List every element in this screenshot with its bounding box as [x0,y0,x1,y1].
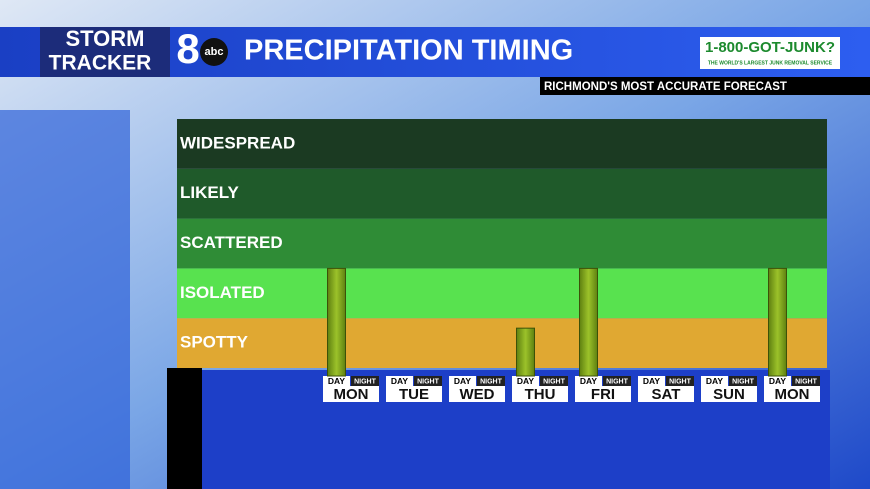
day-tag-bg [764,376,791,386]
night-tag-bg [666,376,694,386]
legend-label: DAY [517,376,534,386]
slogan-bar [540,77,870,95]
day-tag-bg [575,376,602,386]
brand: TRACKER [49,52,152,75]
level-label: WIDESPREAD [180,133,295,152]
legend-label: NIGHT [543,378,566,385]
level-band [177,268,827,319]
channel: 8 [176,25,199,72]
day-name-bg [386,386,442,402]
network: abc [205,46,224,58]
legend-label: NIGHT [480,378,503,385]
day-name-bg [512,386,568,402]
chart-title: PRECIPITATION TIMING [244,35,573,67]
network-logo [200,38,228,66]
night-tag-bg [792,376,820,386]
day-tag-bg [512,376,539,386]
day-tag-bg [449,376,476,386]
level-band [177,119,827,169]
x-tick-label: MON [775,386,810,403]
night-tag-bg [477,376,505,386]
day-tag-bg [386,376,413,386]
x-tick-label: TUE [399,386,429,403]
legend-label: DAY [391,376,408,386]
level-band [177,318,827,368]
sponsor: 1-800-GOT-JUNK? [705,39,835,56]
level-band [177,218,827,269]
legend-label: NIGHT [354,378,377,385]
panel [0,110,130,489]
day-name-bg [764,386,820,402]
x-tick-label: SAT [652,386,681,403]
level-label: SCATTERED [180,233,283,252]
panel [167,368,202,489]
legend-label: DAY [706,376,723,386]
legend-label: NIGHT [606,378,629,385]
x-tick-label: SUN [713,386,745,403]
level-label: ISOLATED [180,283,265,302]
night-tag-bg [603,376,631,386]
night-tag-bg [414,376,442,386]
brand: STORM [65,26,144,51]
x-tick-label: MON [334,386,369,403]
legend-label: DAY [328,376,345,386]
x-tick-label: FRI [591,386,615,403]
bar [579,267,598,377]
night-tag-bg [540,376,568,386]
day-name-bg [449,386,505,402]
bar [516,327,535,377]
day-name-bg [323,386,379,402]
day-name-bg [638,386,694,402]
legend-label: DAY [769,376,786,386]
day-name-bg [701,386,757,402]
night-tag-bg [729,376,757,386]
x-tick-label: THU [525,386,556,403]
bar [327,267,346,377]
legend-label: NIGHT [669,378,692,385]
sponsor-box [700,37,840,69]
legend-label: DAY [580,376,597,386]
sponsor-tagline: THE WORLD'S LARGEST JUNK REMOVAL SERVICE [708,60,833,66]
day-tag-bg [638,376,665,386]
legend-label: DAY [454,376,471,386]
level-band [177,168,827,219]
legend-label: NIGHT [732,378,755,385]
level-label: LIKELY [180,183,240,202]
legend-label: NIGHT [417,378,440,385]
day-tag-bg [323,376,350,386]
x-tick-label: WED [460,386,495,403]
night-tag-bg [351,376,379,386]
legend-label: DAY [643,376,660,386]
day-name-bg [575,386,631,402]
bar [768,267,787,377]
logo-box [40,27,170,77]
legend-label: NIGHT [795,378,818,385]
day-tag-bg [701,376,728,386]
level-label: SPOTTY [180,333,249,352]
slogan: RICHMOND'S MOST ACCURATE FORECAST [544,81,787,93]
